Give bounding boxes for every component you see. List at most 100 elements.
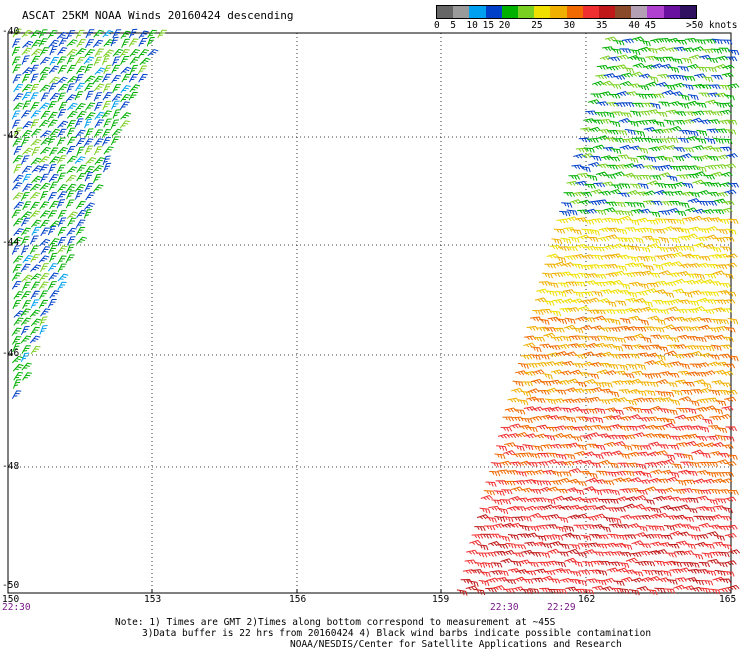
wind-barb xyxy=(682,147,695,153)
wind-barb xyxy=(57,109,66,119)
wind-barb xyxy=(120,56,129,65)
wind-barb xyxy=(587,542,599,548)
wind-barb xyxy=(561,202,573,208)
wind-barb xyxy=(617,364,629,371)
wind-barb xyxy=(552,298,565,304)
wind-barb xyxy=(630,71,644,77)
wind-barb xyxy=(677,504,690,510)
wind-barb xyxy=(539,587,551,593)
wind-barb xyxy=(623,503,636,509)
wind-barb xyxy=(639,345,651,351)
wind-barb xyxy=(635,93,647,99)
wind-barb xyxy=(635,463,647,470)
wind-barb xyxy=(47,298,57,308)
wind-barb xyxy=(601,181,614,187)
wind-barb xyxy=(30,64,39,74)
wind-barb xyxy=(31,165,43,173)
wind-barb xyxy=(586,443,598,449)
wind-barb xyxy=(465,585,478,591)
wind-barb xyxy=(688,326,701,332)
wind-barb xyxy=(30,102,40,111)
wind-barb xyxy=(469,539,482,545)
wind-barb xyxy=(623,434,636,440)
wind-barb xyxy=(518,460,531,466)
wind-barb xyxy=(722,200,735,206)
wind-barb xyxy=(48,163,57,174)
wind-barb xyxy=(696,129,708,137)
wind-barb xyxy=(658,270,671,276)
wind-barb xyxy=(637,147,649,154)
wind-barb xyxy=(139,57,151,66)
wind-barb xyxy=(654,489,667,494)
wind-barb xyxy=(524,505,537,511)
wind-barb xyxy=(13,174,24,183)
wind-barb xyxy=(110,36,119,47)
wind-barb xyxy=(695,436,708,441)
wind-barb xyxy=(57,191,68,200)
wind-barb xyxy=(628,353,640,359)
wind-barb xyxy=(11,327,22,336)
wind-barb xyxy=(689,290,702,296)
wind-barb xyxy=(727,83,740,89)
wind-barb xyxy=(716,229,728,235)
wind-barb xyxy=(552,534,564,541)
wind-barb xyxy=(619,415,632,421)
wind-barb xyxy=(595,74,608,80)
wind-barb xyxy=(49,128,60,137)
wind-barb xyxy=(724,396,737,402)
wind-barb xyxy=(20,110,31,119)
wind-barb xyxy=(642,397,655,403)
wind-barb xyxy=(692,414,705,420)
map-frame xyxy=(7,32,732,594)
wind-barb xyxy=(75,48,87,56)
wind-barb xyxy=(700,318,712,323)
wind-barb xyxy=(567,514,580,520)
wind-barb xyxy=(652,433,664,439)
wind-barb xyxy=(677,66,689,72)
wind-barb xyxy=(714,198,727,204)
wind-barb xyxy=(623,569,636,575)
wind-barb xyxy=(575,180,588,186)
wind-barb xyxy=(512,380,524,387)
wind-barb xyxy=(30,73,39,84)
wind-barb xyxy=(11,390,22,399)
wind-barb xyxy=(695,336,707,343)
wind-barb xyxy=(584,208,597,214)
wind-barb xyxy=(157,29,167,39)
wind-barb xyxy=(48,83,58,93)
wind-barb xyxy=(705,570,717,576)
wind-barb xyxy=(102,73,112,83)
wind-barb xyxy=(615,300,627,306)
wind-barb xyxy=(544,263,556,269)
wind-barb xyxy=(30,83,39,93)
wind-barb xyxy=(40,308,51,317)
wind-barb xyxy=(639,576,653,583)
wind-barb xyxy=(680,425,693,431)
wind-barb xyxy=(515,569,529,575)
wind-barb xyxy=(649,102,661,110)
wind-barb xyxy=(721,138,733,145)
wind-barb xyxy=(705,99,718,105)
wind-barb xyxy=(543,535,556,540)
wind-barb xyxy=(633,397,646,403)
wind-barb xyxy=(57,47,68,56)
wind-barb xyxy=(671,389,683,396)
wind-barb xyxy=(702,516,715,521)
wind-barb xyxy=(576,505,590,511)
wind-barb xyxy=(684,345,697,350)
wind-barb xyxy=(681,390,693,395)
wind-barb xyxy=(601,382,613,388)
wind-barb xyxy=(682,84,694,90)
wind-barb xyxy=(717,290,730,296)
wind-barb xyxy=(674,344,687,350)
wind-barb xyxy=(562,398,575,404)
wind-barb xyxy=(618,588,630,595)
wind-barb xyxy=(582,589,595,595)
wind-barb xyxy=(694,273,705,280)
wind-barb xyxy=(564,387,577,393)
wind-barb xyxy=(687,130,699,137)
wind-barb xyxy=(585,342,598,348)
wind-barb xyxy=(592,352,606,358)
wind-barb xyxy=(536,524,549,530)
